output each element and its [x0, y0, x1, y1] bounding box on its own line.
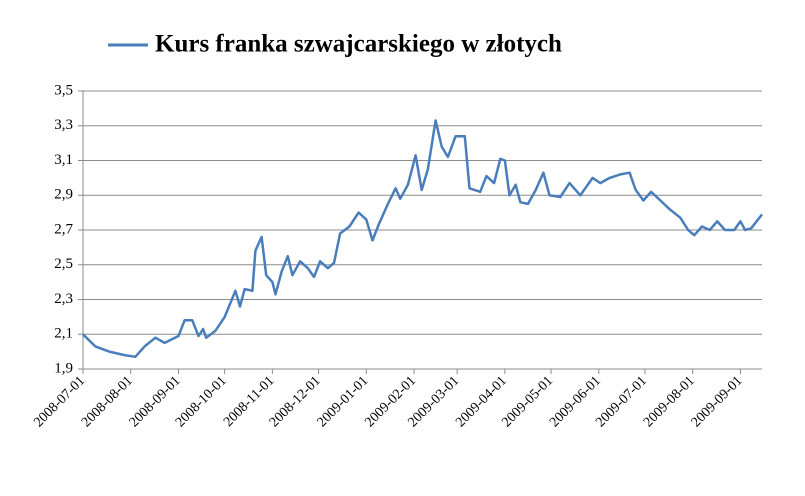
- x-tick-label: 2009-08-01: [641, 373, 698, 430]
- y-tick-label: 2,9: [54, 187, 73, 203]
- x-tick-label: 2009-09-01: [689, 373, 746, 430]
- x-tick-label: 2009-01-01: [315, 373, 372, 430]
- y-tick-label: 2,3: [54, 291, 73, 307]
- y-tick-label: 2,5: [54, 256, 73, 272]
- y-tick-label: 2,7: [54, 221, 73, 237]
- y-tick-label: 1,9: [54, 360, 73, 376]
- y-tick-label: 2,1: [54, 326, 73, 342]
- line: [82, 119, 763, 359]
- y-tick-label: 3,5: [54, 82, 73, 98]
- y-tick-label: 3,1: [54, 152, 73, 168]
- legend-label: Kurs franka szwajcarskiego w złotych: [155, 31, 562, 58]
- x-tick-label: 2008-08-01: [79, 373, 136, 430]
- x-tick-label: 2008-07-01: [31, 373, 88, 430]
- y-tick-label: 3,3: [54, 117, 73, 133]
